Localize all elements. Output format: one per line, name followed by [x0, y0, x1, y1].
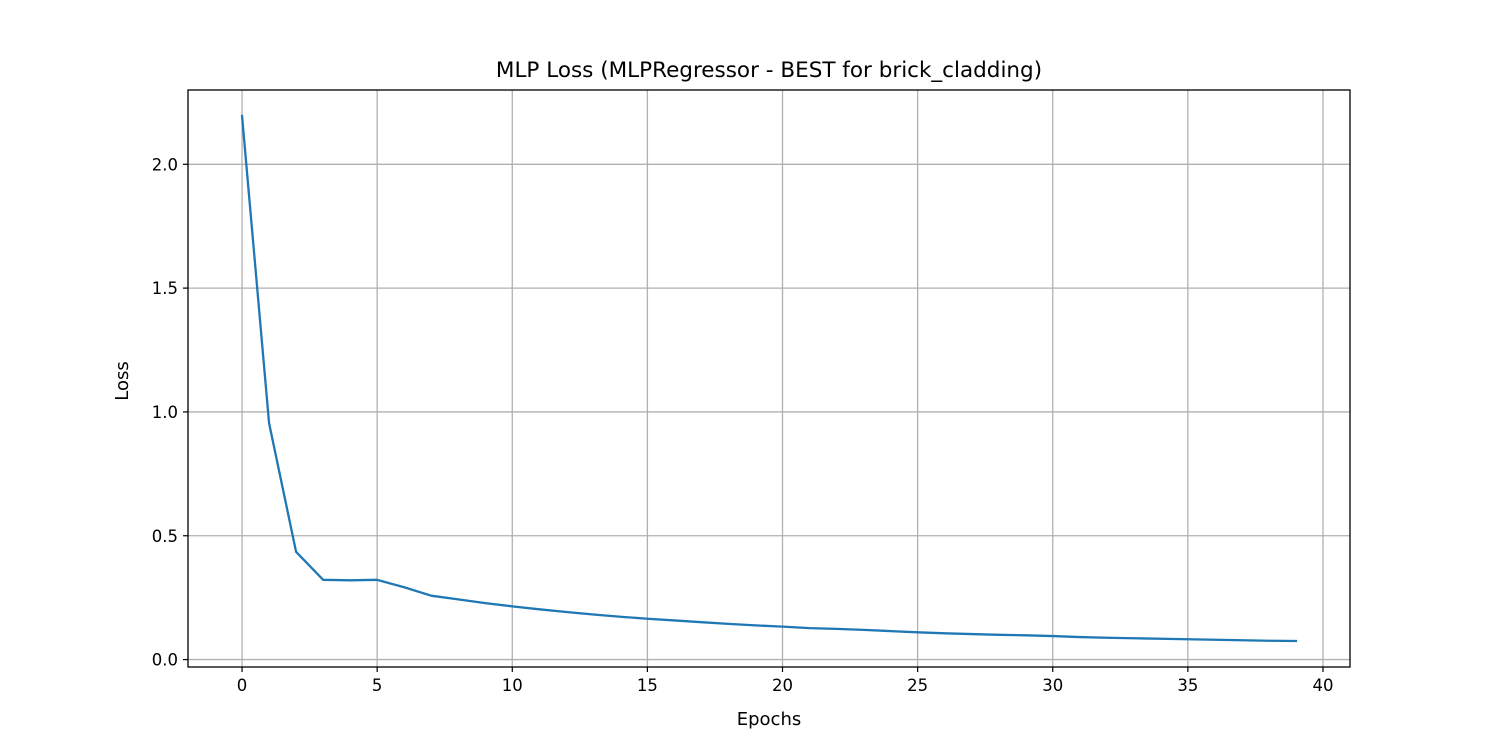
- y-tick-label: 1.0: [152, 403, 178, 422]
- x-tick-label: 15: [637, 676, 658, 695]
- plot-frame: [187, 89, 1351, 668]
- x-tick-label: 5: [372, 676, 383, 695]
- x-axis-label: Epochs: [737, 709, 802, 730]
- chart-title: MLP Loss (MLPRegressor - BEST for brick_…: [496, 58, 1042, 83]
- x-tick-label: 20: [772, 676, 793, 695]
- x-tick-label: 0: [237, 676, 248, 695]
- x-tick-label: 25: [907, 676, 928, 695]
- x-tick-label: 10: [502, 676, 523, 695]
- loss-series-line: [240, 114, 1298, 643]
- axis-ticks: 0 5 10 15 20 25 30 35 40 0.0 0.5 1.0 1.5 2.0: [152, 155, 1334, 695]
- y-tick-label: 2.0: [152, 155, 178, 174]
- x-tick-label: 40: [1312, 676, 1333, 695]
- y-tick-label: 0.0: [152, 651, 178, 670]
- x-tick-label: 30: [1042, 676, 1063, 695]
- y-tick-label: 1.5: [152, 279, 178, 298]
- x-tick-label: 35: [1177, 676, 1198, 695]
- grid: [188, 90, 1350, 667]
- y-tick-label: 0.5: [152, 527, 178, 546]
- series-layer: [240, 114, 1298, 643]
- y-axis-label: Loss: [112, 361, 133, 400]
